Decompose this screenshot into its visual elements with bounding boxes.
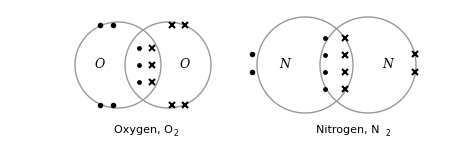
Text: Oxygen, O: Oxygen, O: [114, 125, 173, 135]
Text: 2: 2: [386, 129, 391, 139]
Text: Nitrogen, N: Nitrogen, N: [316, 125, 380, 135]
Text: N: N: [383, 58, 393, 72]
Text: 2: 2: [173, 129, 178, 139]
Text: O: O: [180, 58, 190, 72]
Text: O: O: [95, 58, 105, 72]
Text: N: N: [280, 58, 291, 72]
